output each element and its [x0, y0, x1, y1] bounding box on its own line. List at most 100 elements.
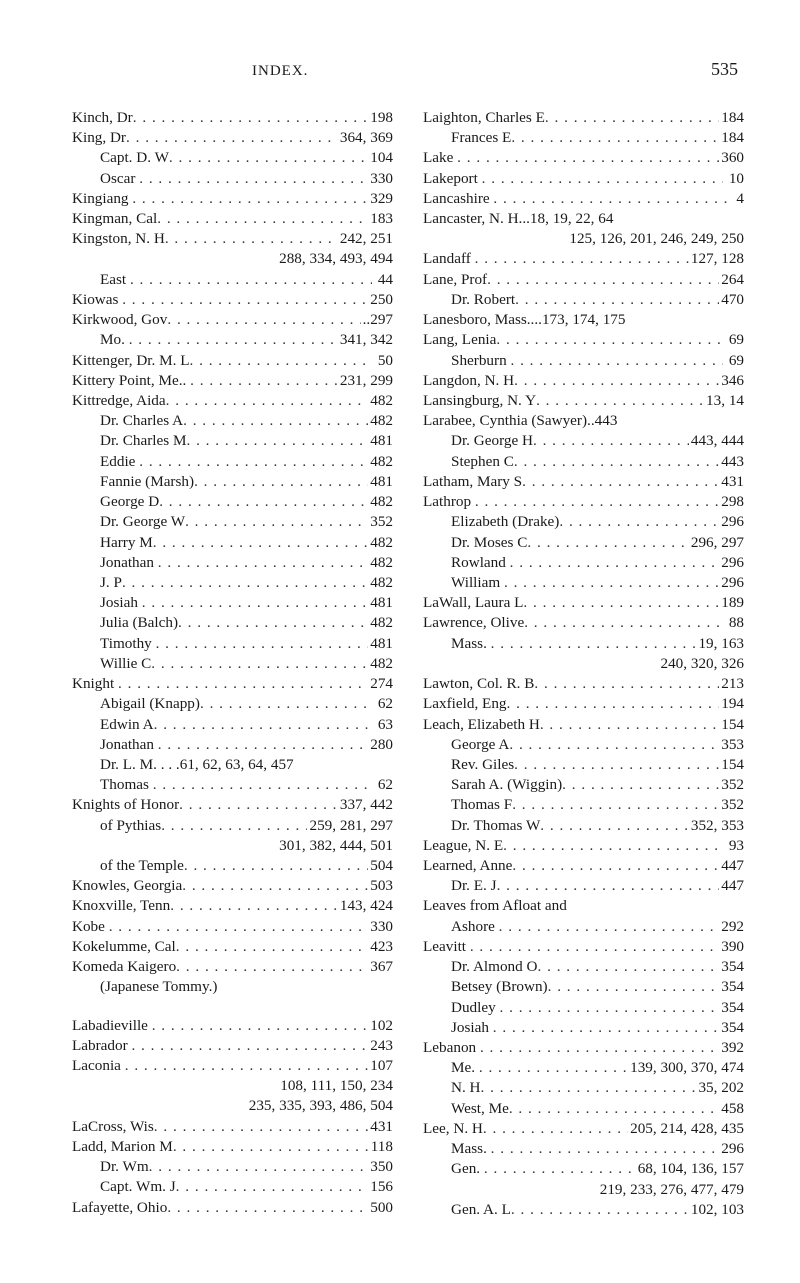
- entry-pages: 205, 214, 428, 435: [628, 1119, 744, 1139]
- index-entry: Abigail (Knapp). . . . . . . . . . . . .…: [72, 694, 393, 714]
- entry-name: LaWall, Laura L: [423, 593, 523, 613]
- entry-pages: 242, 251: [338, 229, 393, 249]
- index-entry: West, Me. . . . . . . . . . . . . . . . …: [423, 1099, 744, 1119]
- entry-name: Rowland: [451, 553, 510, 573]
- entry-pages: 482: [368, 391, 393, 411]
- entry-pages: 482: [368, 654, 393, 674]
- entry-pages: 354: [719, 977, 744, 997]
- entry-name: Harry M: [100, 533, 153, 553]
- index-entry: George A. . . . . . . . . . . . . . . . …: [423, 735, 744, 755]
- entry-pages: 354: [719, 957, 744, 977]
- leader-dots: . . . . . . . . . . . . . . . . . . . . …: [510, 351, 723, 371]
- index-entry: Knowles, Georgia. . . . . . . . . . . . …: [72, 876, 393, 896]
- index-entry: Oscar . . . . . . . . . . . . . . . . . …: [72, 169, 393, 189]
- entry-name: East: [100, 270, 130, 290]
- index-entry: Dr. Almond O. . . . . . . . . . . . . . …: [423, 957, 744, 977]
- entry-name: Dr. E. J: [451, 876, 497, 896]
- entry-name: Gen.: [451, 1159, 484, 1179]
- index-entry: Labadieville . . . . . . . . . . . . . .…: [72, 1016, 393, 1036]
- index-entry: of Pythias. . . . . . . . . . . . . . . …: [72, 816, 393, 836]
- index-entry: Jonathan . . . . . . . . . . . . . . . .…: [72, 735, 393, 755]
- entry-name: Mass.: [451, 634, 491, 654]
- leader-dots: . . . . . . . . . . . . . . . . . . . . …: [125, 1056, 369, 1076]
- entry-pages: 4: [731, 189, 744, 209]
- entry-name: Rev. Giles: [451, 755, 514, 775]
- leader-dots: . . . . . . . . . . . . . . . . . . . . …: [482, 169, 723, 189]
- leader-dots: . . . . . . . . . . . . . . . . . . . . …: [534, 674, 719, 694]
- index-entry: Leavitt . . . . . . . . . . . . . . . . …: [423, 937, 744, 957]
- entry-pages: 69: [723, 351, 744, 371]
- entry-pages: 280: [368, 735, 393, 755]
- entry-pages: 292: [719, 917, 744, 937]
- header-title: INDEX.: [252, 62, 308, 82]
- leader-dots: . . . . . . . . . . . . . . . . . . . . …: [510, 553, 720, 573]
- leader-dots: . . . . . . . . . . . . . . . . . . . . …: [182, 876, 368, 896]
- entry-pages: 330: [368, 169, 393, 189]
- entry-pages: 482: [368, 553, 393, 573]
- leader-dots: . . . . . . . . . . . . . . . . . . . . …: [166, 391, 369, 411]
- index-entry: Rev. Giles. . . . . . . . . . . . . . . …: [423, 755, 744, 775]
- leader-dots: . . . . . . . . . . . . . . . . . . . . …: [167, 1198, 368, 1218]
- entry-pages: 481: [368, 634, 393, 654]
- entry-pages: 330: [368, 917, 393, 937]
- entry-pages: 296: [719, 512, 744, 532]
- index-entry: Sarah A. (Wiggin). . . . . . . . . . . .…: [423, 775, 744, 795]
- index-entry: Timothy . . . . . . . . . . . . . . . . …: [72, 634, 393, 654]
- leader-dots: . . . . . . . . . . . . . . . . . . . . …: [480, 1038, 719, 1058]
- index-columns: Kinch, Dr. . . . . . . . . . . . . . . .…: [72, 108, 744, 1220]
- entry-name: Me.: [451, 1058, 479, 1078]
- leader-dots: . . . . . . . . . . . . . . . . . . . . …: [109, 917, 369, 937]
- leader-dots: . . . . . . . . . . . . . . . . . . . . …: [131, 1036, 368, 1056]
- entry-pages: 482: [368, 452, 393, 472]
- index-entry: Dr. George H. . . . . . . . . . . . . . …: [423, 431, 744, 451]
- entry-name: Frances E: [451, 128, 511, 148]
- entry-pages: 482: [368, 613, 393, 633]
- entry-pages: 500: [368, 1198, 393, 1218]
- index-entry: Kingston, N. H. . . . . . . . . . . . . …: [72, 229, 393, 249]
- index-entry: Ladd, Marion M. . . . . . . . . . . . . …: [72, 1137, 393, 1157]
- entry-pages: 431: [368, 1117, 393, 1137]
- index-entry: J. P. . . . . . . . . . . . . . . . . . …: [72, 573, 393, 593]
- entry-name: Laconia: [72, 1056, 125, 1076]
- entry-name: Laighton, Charles E: [423, 108, 545, 128]
- entry-name: Jonathan: [100, 735, 158, 755]
- leader-dots: . . . . . . . . . . . . . . . . . . . . …: [457, 148, 719, 168]
- leader-dots: . . . . . . . . . . . . . . . . . . . . …: [161, 816, 307, 836]
- entry-pages: 10: [723, 169, 744, 189]
- entry-pages: 102, 103: [689, 1200, 744, 1220]
- entry-name: Fannie (Marsh): [100, 472, 194, 492]
- index-entry: Lee, N. H. . . . . . . . . . . . . . . .…: [423, 1119, 744, 1139]
- index-entry: William . . . . . . . . . . . . . . . . …: [423, 573, 744, 593]
- entry-name: Kirkwood, Gov: [72, 310, 167, 330]
- leader-dots: . . . . . . . . . . . . . . . . . . . . …: [493, 189, 730, 209]
- entry-name: Lane, Prof: [423, 270, 487, 290]
- leader-dots: . . . . . . . . . . . . . . . . . . . . …: [176, 957, 368, 977]
- index-entry: Thomas . . . . . . . . . . . . . . . . .…: [72, 775, 393, 795]
- entry-pages: 296: [719, 1139, 744, 1159]
- entry-pages: 243: [368, 1036, 393, 1056]
- entry-pages: 482: [368, 492, 393, 512]
- entry-pages: 93: [723, 836, 744, 856]
- index-entry: Eddie . . . . . . . . . . . . . . . . . …: [72, 452, 393, 472]
- leader-dots: . . . . . . . . . . . . . . . . . . . . …: [151, 654, 368, 674]
- entry-pages: 156: [368, 1177, 393, 1197]
- leader-dots: . . . . . . . . . . . . . . . . . . . . …: [497, 876, 720, 896]
- leader-dots: . . . . . . . . . . . . . . . . . . . . …: [481, 1078, 697, 1098]
- index-entry: Lawton, Col. R. B. . . . . . . . . . . .…: [423, 674, 744, 694]
- entry-pages: 296: [719, 573, 744, 593]
- index-entry: Knight . . . . . . . . . . . . . . . . .…: [72, 674, 393, 694]
- index-entry: Laighton, Charles E. . . . . . . . . . .…: [423, 108, 744, 128]
- index-entry: Dr. E. J. . . . . . . . . . . . . . . . …: [423, 876, 744, 896]
- entry-name: Josiah: [451, 1018, 493, 1038]
- leader-dots: . . . . . . . . . . . . . . . . . . . . …: [524, 613, 723, 633]
- index-entry: Kinch, Dr. . . . . . . . . . . . . . . .…: [72, 108, 393, 128]
- leader-dots: . . . . . . . . . . . . . . . . . . . . …: [509, 735, 719, 755]
- leader-dots: . . . . . . . . . . . . . . . . . . . . …: [522, 472, 719, 492]
- entry-pages: 367: [368, 957, 393, 977]
- leader-dots: . . . . . . . . . . . . . . . . . . . . …: [176, 1177, 369, 1197]
- leader-dots: . . . . . . . . . . . . . . . . . . . . …: [475, 492, 719, 512]
- leader-dots: . . . . . . . . . . . . . . . . . . . . …: [503, 836, 723, 856]
- entry-name: Josiah: [100, 593, 142, 613]
- leader-dots: . . . . . . . . . . . . . . . . . . . . …: [538, 957, 720, 977]
- entry-name: Lawton, Col. R. B: [423, 674, 534, 694]
